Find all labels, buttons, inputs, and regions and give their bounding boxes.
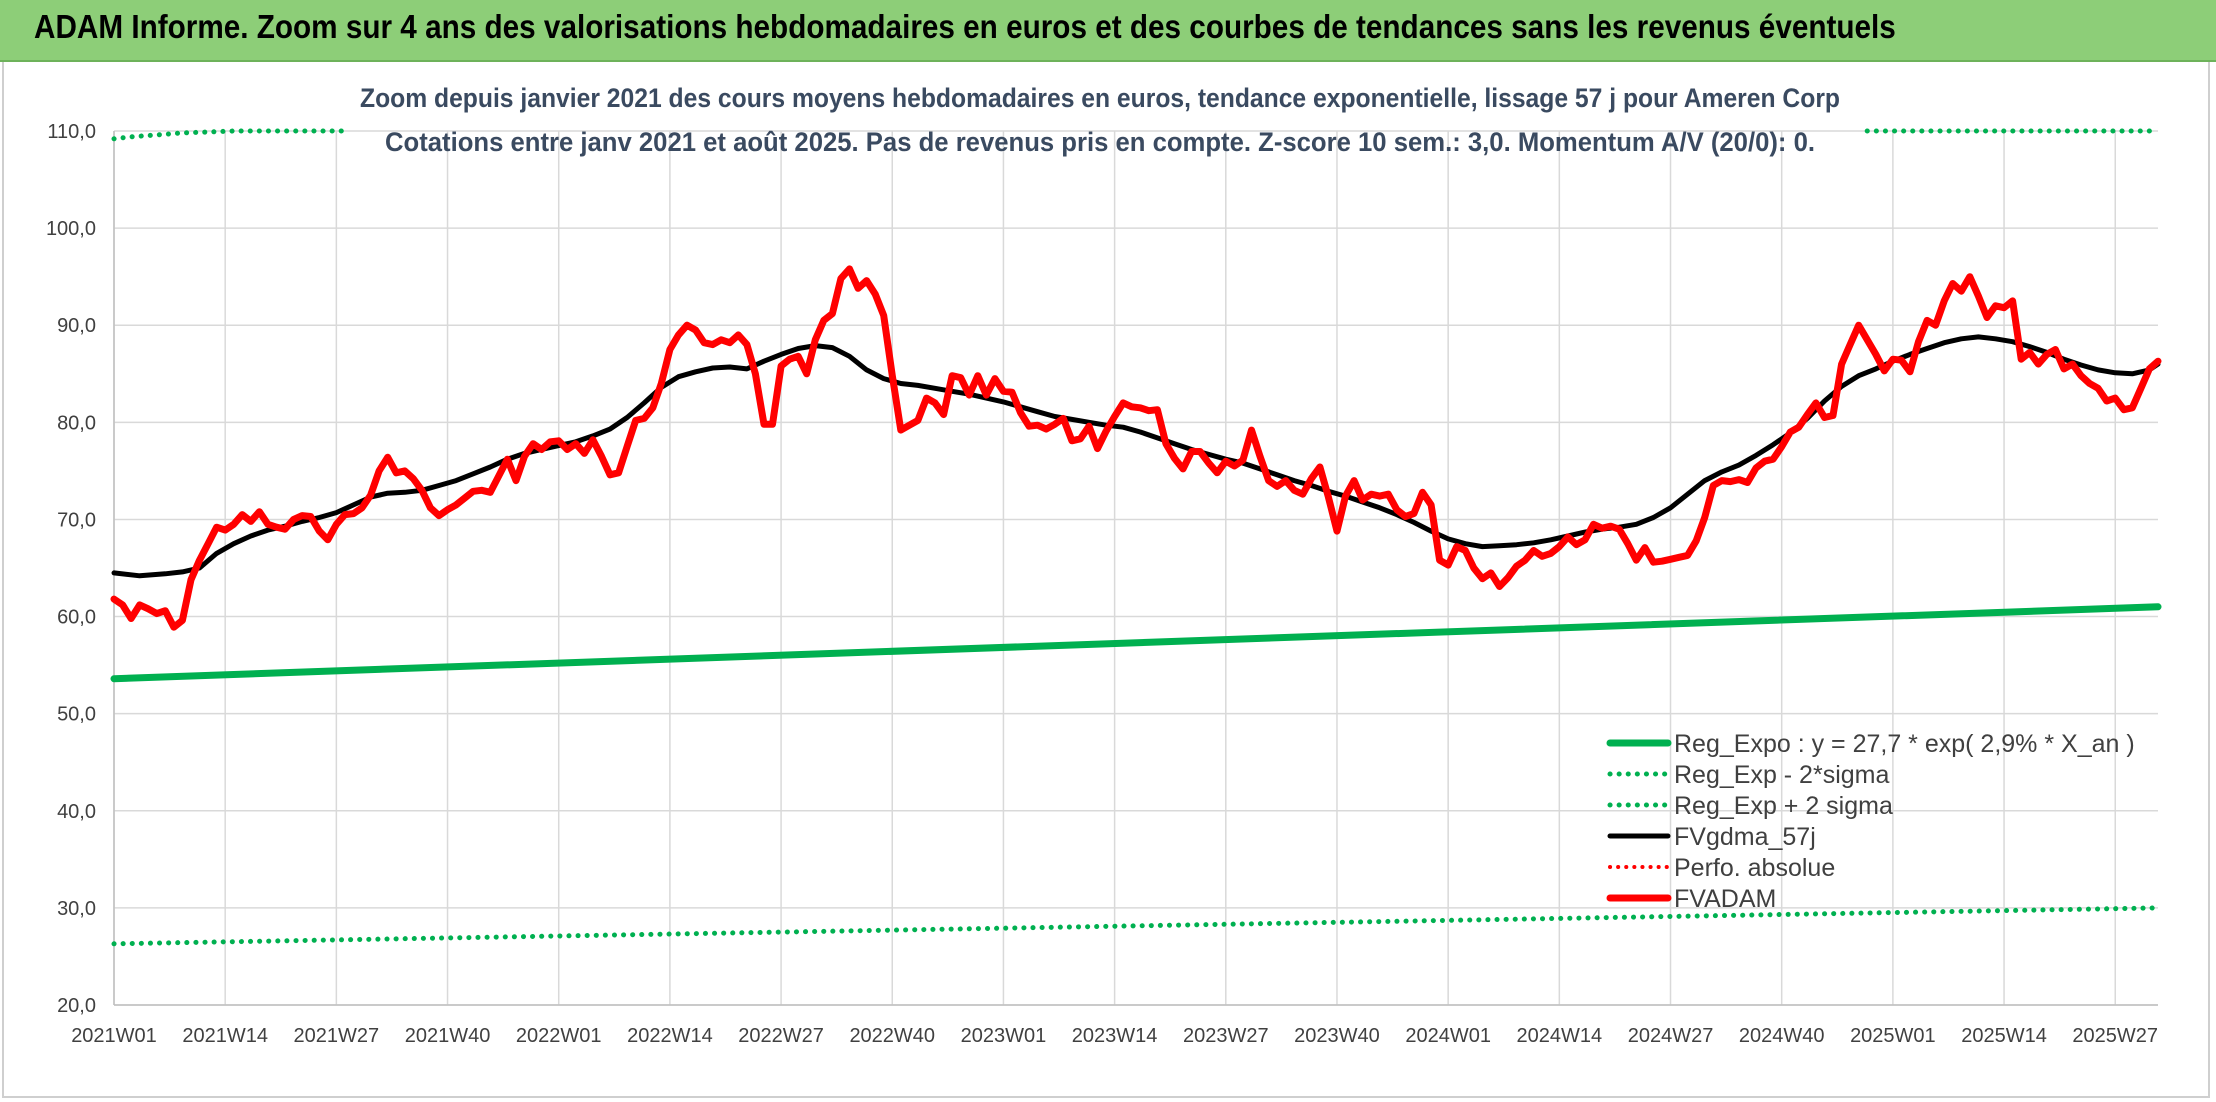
y-tick-label: 20,0 <box>57 995 96 1017</box>
chart-series <box>110 128 2162 947</box>
chart-title: Zoom depuis janvier 2021 des cours moyen… <box>360 83 1840 113</box>
header-banner: ADAM Informe. Zoom sur 4 ans des valoris… <box>0 0 2216 62</box>
x-tick-label: 2024W40 <box>1739 1025 1825 1047</box>
x-tick-label: 2021W14 <box>182 1025 268 1047</box>
legend-label: Perfo. absolue <box>1674 854 1835 882</box>
x-tick-label: 2022W14 <box>627 1025 713 1047</box>
y-axis-ticks: 20,0 30,0 40,0 50,0 60,0 70,0 80,0 90,0 100,0 110… <box>46 121 96 1017</box>
legend-label: Reg_Exp + 2 sigma <box>1674 792 1893 820</box>
x-tick-label: 2021W01 <box>71 1025 157 1047</box>
chart-legend: Reg_Expo : y = 27,7 * exp( 2,9% * X_an )… <box>1606 730 2135 913</box>
y-tick-label: 60,0 <box>57 607 96 629</box>
legend-label: FVgdma_57j <box>1674 823 1816 851</box>
x-tick-label: 2025W01 <box>1850 1025 1936 1047</box>
legend-label: Reg_Exp - 2*sigma <box>1674 761 1889 789</box>
series-reg-exp-plus-2sigma <box>111 128 348 142</box>
x-tick-label: 2024W01 <box>1405 1025 1491 1047</box>
legend-label: FVADAM <box>1674 885 1776 913</box>
x-tick-label: 2023W01 <box>961 1025 1047 1047</box>
legend-label: Reg_Expo : y = 27,7 * exp( 2,9% * X_an ) <box>1674 730 2135 758</box>
line-chart: 20,0 30,0 40,0 50,0 60,0 70,0 80,0 90,0 100,0 110… <box>46 83 2162 1047</box>
x-tick-label: 2022W40 <box>849 1025 935 1047</box>
y-tick-label: 110,0 <box>47 121 96 143</box>
x-tick-label: 2022W01 <box>516 1025 602 1047</box>
x-axis-ticks: 2021W01 2021W14 2021W27 2021W40 2022W01 2022W… <box>71 1025 2158 1047</box>
y-tick-label: 50,0 <box>57 704 96 726</box>
y-tick-label: 100,0 <box>46 218 96 240</box>
x-tick-label: 2021W27 <box>294 1025 380 1047</box>
chart-grid <box>113 130 2158 1006</box>
series-reg-exp-minus-2sigma <box>111 905 2161 947</box>
x-tick-label: 2021W40 <box>405 1025 491 1047</box>
x-tick-label: 2022W27 <box>738 1025 824 1047</box>
x-tick-label: 2025W14 <box>1961 1025 2047 1047</box>
y-tick-label: 40,0 <box>57 801 96 823</box>
y-tick-label: 80,0 <box>57 412 96 434</box>
page-title: ADAM Informe. Zoom sur 4 ans des valoris… <box>34 8 1896 45</box>
y-tick-label: 90,0 <box>57 315 96 337</box>
y-tick-label: 30,0 <box>57 898 96 920</box>
x-tick-label: 2023W40 <box>1294 1025 1380 1047</box>
series-reg-expo <box>110 603 2162 683</box>
x-tick-label: 2025W27 <box>2072 1025 2158 1047</box>
chart-frame: 20,0 30,0 40,0 50,0 60,0 70,0 80,0 90,0 100,0 110… <box>2 62 2210 1098</box>
x-tick-label: 2023W14 <box>1072 1025 1158 1047</box>
y-tick-label: 70,0 <box>57 509 96 531</box>
x-tick-label: 2023W27 <box>1183 1025 1269 1047</box>
chart-subtitle: Cotations entre janv 2021 et août 2025. … <box>385 127 1815 157</box>
x-tick-label: 2024W14 <box>1517 1025 1603 1047</box>
series-fvgdma-57j <box>111 334 2161 579</box>
series-fvadam <box>110 265 2162 631</box>
x-tick-label: 2024W27 <box>1628 1025 1714 1047</box>
